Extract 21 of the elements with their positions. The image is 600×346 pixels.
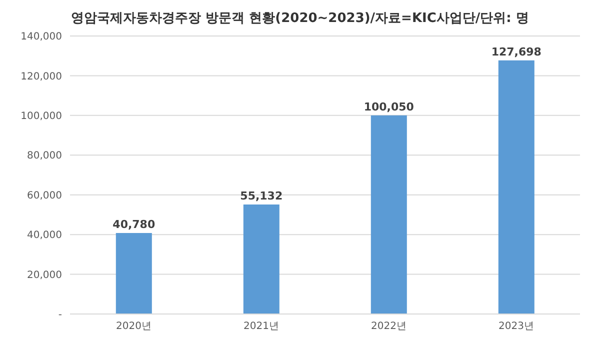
data-label: 55,132 [240, 190, 283, 203]
y-tick-label: 100,000 [20, 110, 62, 122]
x-tick-label: 2023년 [498, 321, 534, 332]
chart-title: 영암국제자동차경주장 방문객 현황(2020~2023)/자료=KIC사업단/단위: 명 [70, 10, 530, 28]
bar [370, 115, 407, 314]
y-tick-label: 60,000 [27, 190, 62, 202]
y-tick-label: 80,000 [27, 150, 62, 162]
y-tick-label: 120,000 [20, 71, 62, 82]
y-tick-label: 40,000 [27, 230, 62, 242]
bar [498, 60, 534, 314]
bar [116, 233, 152, 314]
data-label: 100,050 [364, 100, 414, 114]
x-tick-label: 2021년 [244, 321, 279, 332]
data-label: 40,780 [112, 218, 156, 232]
x-tick-label: 2020년 [116, 321, 152, 332]
y-tick-label: 140,000 [20, 32, 62, 43]
x-tick-label: 2022년 [371, 321, 406, 332]
bar [243, 204, 280, 314]
y-tick-label: 20,000 [27, 270, 62, 281]
data-label: 127,698 [491, 45, 542, 58]
y-tick-label: - [58, 310, 62, 321]
